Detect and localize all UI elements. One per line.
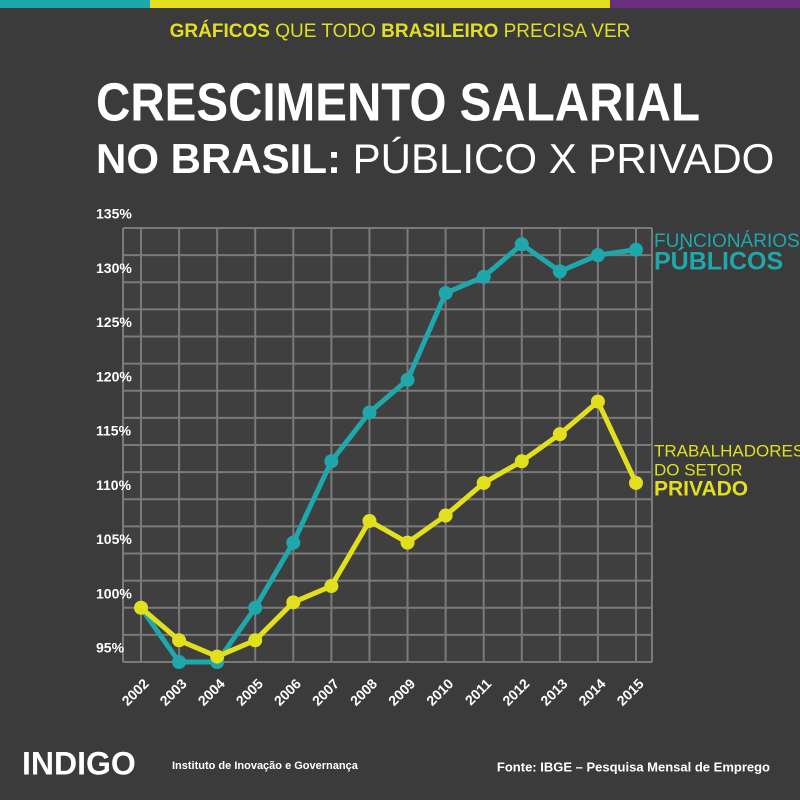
data-point <box>476 475 491 490</box>
header-part: BRASILEIRO <box>381 21 498 42</box>
title-part: PÚBLICO X PRIVADO <box>353 135 775 182</box>
data-point <box>172 655 187 669</box>
data-point <box>172 633 187 648</box>
data-point <box>590 394 605 409</box>
data-point <box>362 513 377 528</box>
data-point <box>629 475 643 490</box>
y-tick-label: 115% <box>96 423 132 439</box>
y-tick-label: 100% <box>96 585 132 601</box>
data-point <box>362 405 377 420</box>
data-point <box>514 454 529 469</box>
title-line: CRESCIMENTO SALARIAL <box>96 72 700 132</box>
top-bar-purple <box>610 0 800 8</box>
data-point <box>590 248 605 263</box>
series-label: DO SETOR <box>654 460 742 479</box>
header-part: QUE TODO <box>275 21 376 42</box>
y-tick-label: 130% <box>96 260 132 276</box>
data-point <box>286 535 301 550</box>
data-point <box>286 595 301 610</box>
data-point <box>400 535 415 550</box>
data-point <box>248 600 263 615</box>
data-point <box>210 649 225 664</box>
data-point <box>134 600 148 615</box>
data-point <box>400 372 415 387</box>
source: Fonte: IBGE – Pesquisa Mensal de Emprego <box>497 759 770 774</box>
header: GRÁFICOS QUE TODO BRASILEIRO PRECISA VER <box>170 20 631 42</box>
data-point <box>476 269 491 284</box>
series-label: FUNCIONÁRIOS <box>654 231 800 252</box>
data-point <box>324 454 339 469</box>
y-tick-label: 110% <box>96 477 132 493</box>
plot: 95%100%105%110%115%120%125%130%135%2002 2… <box>96 206 653 709</box>
header-part: PRECISA VER <box>504 21 631 42</box>
series-label: PÚBLICOS <box>654 246 783 276</box>
top-bar-yellow <box>150 0 610 8</box>
series-label: PRIVADO <box>654 478 748 501</box>
data-point <box>324 579 339 594</box>
logo: INDIGO <box>22 745 136 781</box>
title-line-2: NO BRASIL: PÚBLICO X PRIVADO <box>96 135 774 182</box>
data-point <box>514 237 529 252</box>
data-point <box>629 242 643 257</box>
y-tick-label: 135% <box>96 206 132 222</box>
y-tick-label: 125% <box>96 314 132 330</box>
data-point <box>248 633 263 648</box>
institute: Instituto de Inovação e Governança <box>172 760 359 772</box>
data-point <box>552 427 567 442</box>
header-part: GRÁFICOS <box>170 20 270 42</box>
y-tick-label: 105% <box>96 531 132 547</box>
data-point <box>438 508 453 523</box>
top-bar-teal <box>0 0 150 8</box>
series-label: TRABALHADORES <box>654 441 800 460</box>
y-tick-label: 95% <box>96 640 125 656</box>
data-point <box>438 286 453 301</box>
title-part: NO BRASIL: <box>96 135 341 182</box>
data-point <box>552 264 567 279</box>
y-tick-label: 120% <box>96 368 132 384</box>
